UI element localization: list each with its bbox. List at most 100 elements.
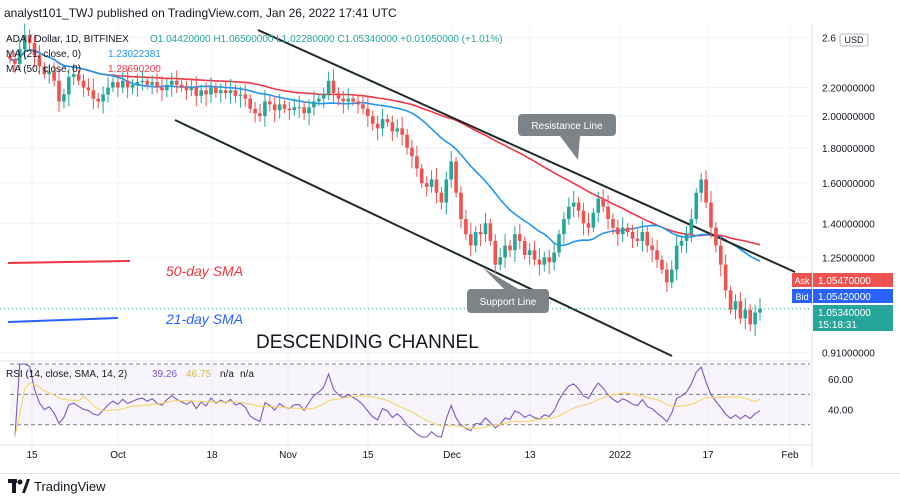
candle xyxy=(331,80,336,94)
candle xyxy=(429,179,434,187)
candle xyxy=(228,90,233,94)
price-tick-label: 2.6 xyxy=(822,33,836,44)
candle xyxy=(272,104,277,111)
candle xyxy=(738,301,743,319)
candle xyxy=(370,116,375,124)
legend-symbol: ADA / Dollar, 1D, BITFINEX xyxy=(6,34,129,45)
candle xyxy=(660,259,664,270)
candle xyxy=(302,107,306,114)
candle xyxy=(493,240,498,265)
rsi-legend: RSI (14, close, SMA, 14, 2) xyxy=(6,369,127,380)
candle xyxy=(498,257,502,265)
candle xyxy=(366,108,370,117)
candle xyxy=(223,90,228,94)
candle xyxy=(292,107,297,111)
candle xyxy=(650,245,654,251)
candle xyxy=(645,231,650,246)
sma50-label: 50-day SMA xyxy=(166,263,243,279)
candle xyxy=(351,98,355,102)
candle xyxy=(37,55,42,67)
bid-tag xyxy=(792,289,812,303)
time-tick-label: Oct xyxy=(110,450,126,461)
candle xyxy=(611,219,615,228)
candle xyxy=(684,234,689,241)
ask-price: 1.05470000 xyxy=(818,276,871,287)
candle xyxy=(753,312,757,325)
ma21-line xyxy=(9,48,761,262)
publish-info: analyst101_TWJ published on TradingView.… xyxy=(4,6,397,20)
rsi-line xyxy=(14,363,761,438)
candle xyxy=(743,309,748,319)
candle xyxy=(312,101,316,108)
candle xyxy=(297,107,302,109)
candle xyxy=(81,80,86,88)
candle xyxy=(518,234,522,241)
support-label: Support Line xyxy=(480,297,537,308)
candle xyxy=(326,80,331,95)
candle xyxy=(714,227,718,246)
candle xyxy=(606,206,610,220)
candle xyxy=(174,80,179,85)
ask-tag xyxy=(792,273,812,287)
candle xyxy=(160,87,164,91)
tradingview-logo-icon xyxy=(8,479,30,493)
rsi-sma-line xyxy=(14,382,761,438)
candle xyxy=(723,264,728,291)
candle xyxy=(194,87,199,96)
candle xyxy=(214,87,218,94)
candle xyxy=(287,108,292,111)
candle xyxy=(125,80,130,88)
candle xyxy=(184,87,189,91)
candle xyxy=(552,252,556,263)
candle xyxy=(145,80,150,85)
candle xyxy=(547,257,552,263)
candle xyxy=(8,55,12,59)
candle xyxy=(694,192,699,220)
resistance-label: Resistance Line xyxy=(531,121,603,132)
candle xyxy=(120,80,125,88)
candle xyxy=(410,147,414,157)
candle xyxy=(135,82,140,85)
candle xyxy=(468,234,473,246)
bid-price: 1.05420000 xyxy=(818,292,871,303)
candle xyxy=(204,90,208,95)
sma21-legend-line xyxy=(7,317,119,323)
rsi-na: n/a xyxy=(220,369,234,380)
candle xyxy=(748,309,752,325)
candle xyxy=(503,245,507,258)
sma50-legend-line xyxy=(7,260,131,264)
candle xyxy=(189,87,194,91)
legend-ma50: MA (50, close, 0) xyxy=(6,64,81,75)
candle xyxy=(444,179,449,203)
candle xyxy=(513,234,517,251)
ask-price-box xyxy=(813,273,893,287)
candle xyxy=(140,80,145,83)
bid-tag-label: Bid xyxy=(795,292,808,302)
candle xyxy=(277,104,282,111)
bid-price-box xyxy=(813,289,893,303)
candle xyxy=(616,227,620,235)
candle xyxy=(709,202,713,228)
rsi-value: 39.26 xyxy=(152,369,177,380)
last-price: 1.05340000 xyxy=(818,308,871,319)
last-price-box xyxy=(813,305,893,331)
price-chart[interactable]: 2.6 2.20000000 2.00000000 1.80000000 1.60000… xyxy=(0,0,900,473)
support-callout: Support Line xyxy=(467,268,549,313)
candle xyxy=(464,219,468,235)
candle xyxy=(380,119,385,129)
candle xyxy=(42,66,47,75)
candle xyxy=(562,219,566,235)
candle xyxy=(150,82,154,85)
candle xyxy=(165,84,169,91)
candle xyxy=(758,308,762,313)
currency-badge[interactable] xyxy=(839,33,869,47)
candle xyxy=(101,94,105,102)
candle xyxy=(527,250,532,255)
candle xyxy=(655,250,659,260)
candle xyxy=(400,128,404,135)
candle xyxy=(625,227,630,232)
candle xyxy=(233,90,238,96)
candle xyxy=(86,87,91,91)
candle xyxy=(375,123,380,129)
candle xyxy=(307,107,311,114)
